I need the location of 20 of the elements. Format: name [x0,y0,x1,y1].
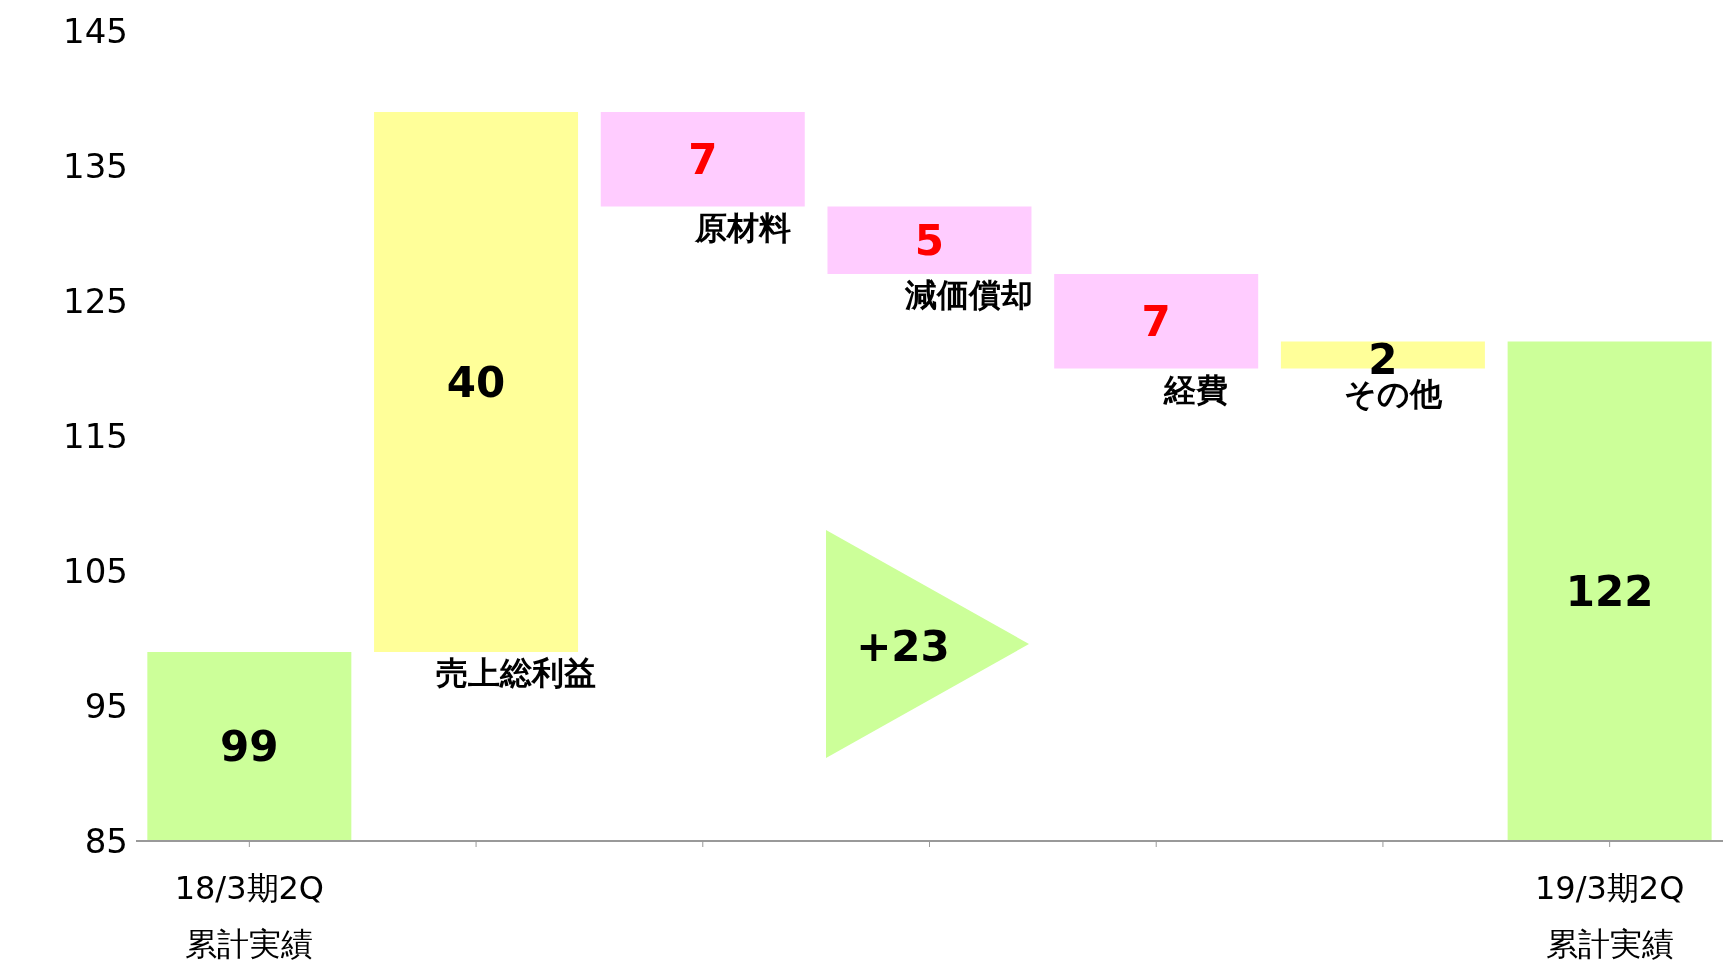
x-tick-label: 売上総利益 [436,654,597,692]
y-tick-label: 85 [84,821,128,862]
data-label: 7 [688,134,718,184]
data-label: 122 [1565,566,1654,616]
y-tick-label: 105 [63,551,128,592]
x-tick-label: 経費 [1163,370,1229,409]
data-label: 5 [914,215,945,265]
data-label: 99 [220,722,279,771]
x-tick-label: 減価償却 [904,276,1034,314]
x-tick-label: 18/3期2Q 累計実績 [174,869,325,963]
y-tick-label: 135 [63,146,128,187]
x-tick-label: 原材料 [693,208,791,247]
y-tick-label: 115 [63,416,128,457]
annotation: +23 [856,621,950,671]
data-label: 7 [1141,296,1171,346]
y-tick-label: 145 [63,11,128,52]
y-tick-label: 95 [84,686,128,727]
data-label: 40 [446,357,506,407]
y-tick-label: 125 [63,281,128,322]
x-tick-label: 19/3期2Q 累計実績 [1534,869,1685,963]
